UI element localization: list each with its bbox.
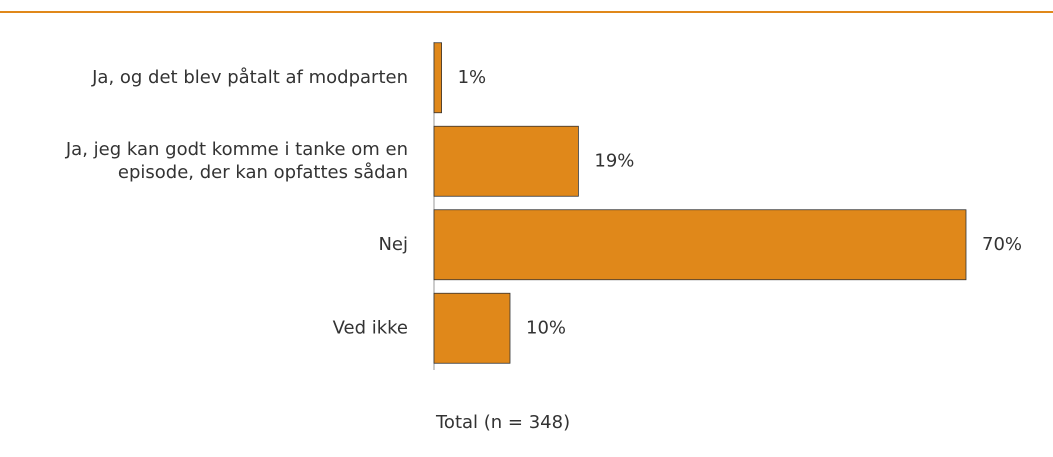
- category-label: Ja, jeg kan godt komme i tanke om en: [65, 139, 408, 160]
- value-label: 70%: [982, 234, 1022, 255]
- bar: [433, 209, 967, 281]
- value-label: 1%: [458, 67, 487, 88]
- note: Total (n = 348): [435, 412, 570, 433]
- value-label: 10%: [526, 317, 566, 338]
- value-label: 19%: [594, 150, 634, 171]
- category-label: Nej: [378, 234, 408, 255]
- category-label: Ja, og det blev påtalt af modparten: [91, 67, 408, 88]
- category-label: episode, der kan opfattes sådan: [118, 162, 408, 183]
- bar: [433, 42, 442, 114]
- category-label: Ved ikke: [333, 317, 408, 338]
- bar: [433, 292, 511, 364]
- bar: [433, 125, 579, 197]
